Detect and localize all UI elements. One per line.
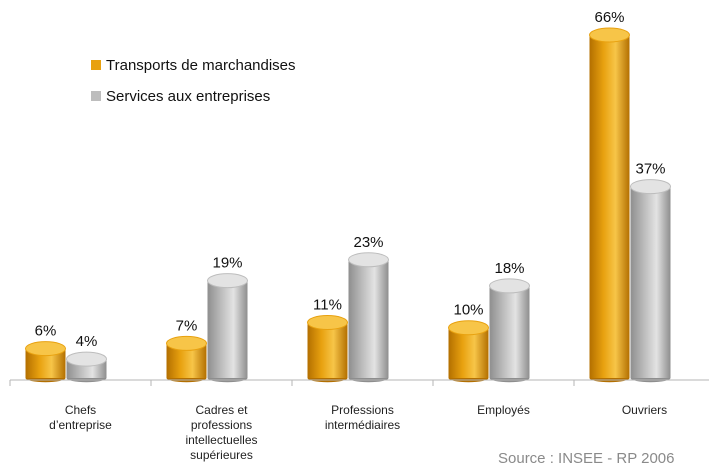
bar xyxy=(307,315,348,383)
bar xyxy=(207,273,248,383)
category-label: d’entreprise xyxy=(49,418,112,432)
category-label: Chefs xyxy=(65,403,96,417)
category-label: Professions xyxy=(331,403,394,417)
value-label: 7% xyxy=(176,317,198,334)
value-label: 4% xyxy=(76,333,98,350)
value-label: 37% xyxy=(635,161,665,178)
bar xyxy=(66,351,107,383)
legend-swatch-services xyxy=(91,91,101,101)
category-label: Cadres et xyxy=(195,403,248,417)
value-label: 6% xyxy=(35,323,57,340)
source-note: Source : INSEE - RP 2006 xyxy=(498,450,674,467)
category-label: Ouvriers xyxy=(622,403,667,417)
value-label: 66% xyxy=(594,9,624,26)
legend: Transports de marchandises Services aux … xyxy=(91,57,296,105)
bar xyxy=(589,27,630,383)
value-label: 18% xyxy=(494,260,524,277)
legend-label-transports: Transports de marchandises xyxy=(106,57,296,74)
legend-label-services: Services aux entreprises xyxy=(106,88,270,105)
category-label: intermédiaires xyxy=(325,418,400,432)
category-label: intellectuelles xyxy=(185,433,257,447)
category-label: professions xyxy=(191,418,252,432)
bar xyxy=(166,335,207,383)
bar xyxy=(630,179,671,383)
value-label: 23% xyxy=(353,234,383,251)
value-label: 19% xyxy=(212,255,242,272)
value-label: 10% xyxy=(453,302,483,319)
bar xyxy=(348,252,389,383)
bar xyxy=(448,320,489,383)
category-label: Employés xyxy=(477,403,530,417)
category-label: supérieures xyxy=(190,448,253,462)
value-label: 11% xyxy=(313,297,342,314)
x-axis xyxy=(9,379,709,386)
bar xyxy=(489,278,530,383)
bar xyxy=(25,341,66,383)
legend-swatch-transports xyxy=(91,60,101,70)
